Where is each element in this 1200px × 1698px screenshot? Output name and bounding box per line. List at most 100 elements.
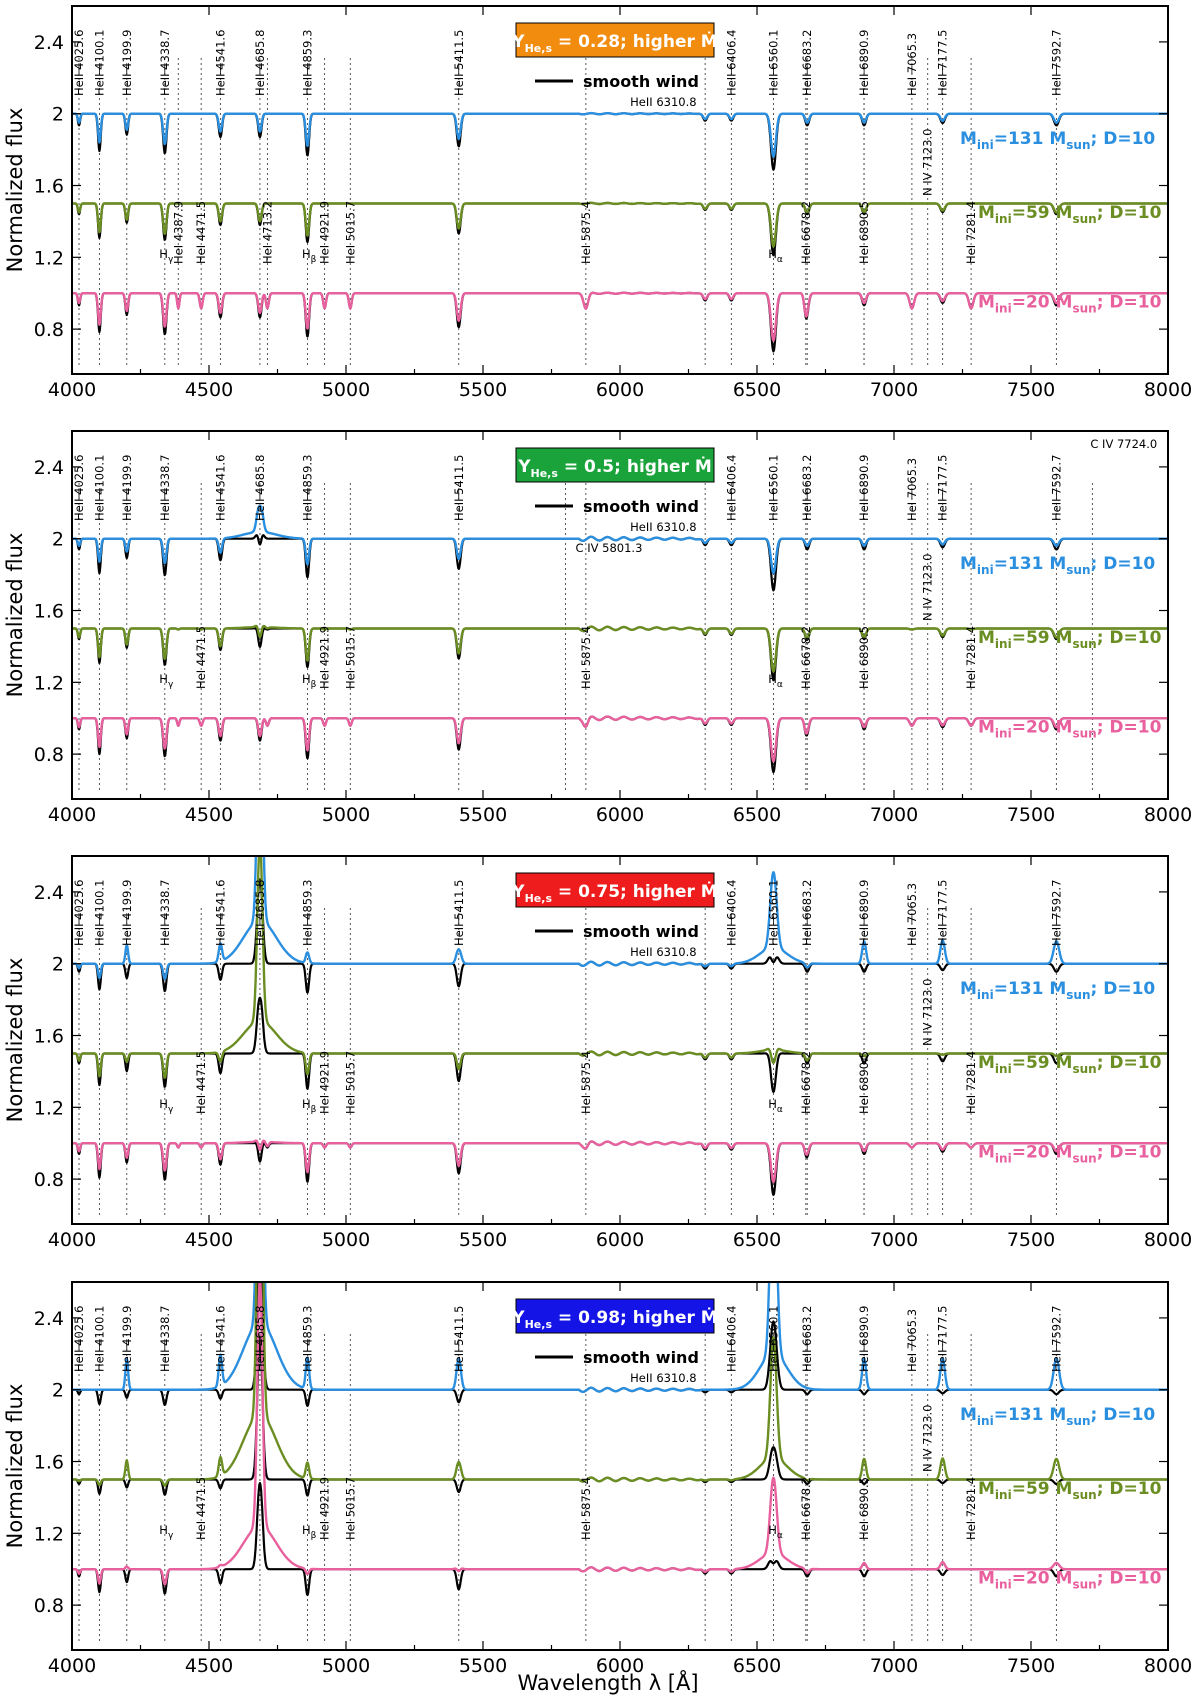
series-line-3 [72, 715, 1168, 763]
y-tick-label: 2 [52, 529, 64, 551]
line-id-label: HeII 6406.4 [724, 1306, 738, 1372]
line-id-label: HeI 5875.4 [579, 201, 593, 264]
line-id-label: HeII 6406.4 [724, 880, 738, 946]
plot-frame [71, 430, 1169, 800]
series-smooth-wind-2 [72, 201, 1168, 257]
curves [72, 504, 1168, 774]
x-tick-label: 4500 [185, 804, 233, 826]
line-id-label: HeI 4921.9 [318, 201, 332, 264]
line-id-label: HeI 6890.5 [857, 1477, 871, 1540]
y-tick-label: 0.8 [34, 319, 64, 341]
line-id-label: HeI 6678.2 [799, 201, 813, 264]
series-smooth-wind-2 [72, 625, 1168, 682]
line-id-label: HeII 5411.5 [452, 1306, 466, 1372]
line-id-label: HeII 4859.3 [300, 30, 314, 96]
balmer-label: Hα [768, 1523, 783, 1541]
line-id-label: HeI 7281.4 [964, 626, 978, 689]
line-id-label: HeI 4387.9 [171, 201, 185, 264]
line-id-label: HeI 6890.5 [857, 1051, 871, 1114]
legend-label: smooth wind [583, 1348, 699, 1367]
x-tick-label: 5000 [322, 1229, 370, 1251]
line-id-label: C IV 7724.0 [1090, 437, 1157, 451]
title-text: YHe,s = 0.75; higher Ṁ [511, 880, 717, 905]
x-tick-label: 4500 [185, 1655, 233, 1677]
y-axis-label: Normalized flux [3, 108, 27, 273]
x-tick-label: 4500 [185, 1229, 233, 1251]
line-id-label: HeII 6683.2 [800, 30, 814, 96]
line-id-label: HeI 7065.3 [905, 883, 919, 946]
x-tick-label: 6000 [596, 1229, 644, 1251]
balmer-label: Hβ [302, 1097, 317, 1115]
series-line-2 [72, 624, 1168, 673]
x-axis-label: Wavelength λ [Å] [517, 1669, 698, 1695]
line-id-label: HeII 6560.1 [766, 30, 780, 96]
line-id-label: HeII 7592.7 [1049, 455, 1063, 521]
line-id-label: HeI 5875.4 [579, 626, 593, 689]
line-id-label: HeII 4100.1 [92, 1306, 106, 1372]
line-id-label: HeII 5411.5 [452, 880, 466, 946]
line-id-label: HeI 4471.5 [194, 1477, 208, 1540]
line-id-label: HeI 7281.4 [964, 201, 978, 264]
series-line-2 [72, 856, 1168, 1079]
x-tick-label: 5500 [459, 379, 507, 401]
line-id-label: HeII 4541.6 [213, 880, 227, 946]
line-id-label: HeII 4685.8 [253, 30, 267, 96]
line-id-label: HeII 4859.3 [300, 880, 314, 946]
line-id-label: HeII 4685.8 [253, 1306, 267, 1372]
line-id-label: HeII 7592.7 [1049, 880, 1063, 946]
line-id-label: N IV 7123.0 [921, 554, 935, 621]
series-line-3 [72, 291, 1168, 342]
x-tick-label: 7500 [1007, 379, 1055, 401]
line-id-label: HeII 7177.5 [936, 880, 950, 946]
line-id-label: HeII 7592.7 [1049, 1306, 1063, 1372]
line-id-label: HeII 4541.6 [213, 455, 227, 521]
y-tick-label: 0.8 [34, 744, 64, 766]
series-label-3: Mini=20 Msun; D=10 [978, 1569, 1162, 1592]
line-id-label: HeII 6683.2 [800, 880, 814, 946]
x-tick-label: 8000 [1144, 379, 1192, 401]
x-tick-label: 5500 [459, 1229, 507, 1251]
y-tick-label: 2.4 [34, 1308, 64, 1330]
legend-label: smooth wind [583, 922, 699, 941]
plot-frame [71, 855, 1169, 1225]
series-line-3 [72, 1139, 1168, 1184]
series-label-3: Mini=20 Msun; D=10 [978, 1143, 1162, 1166]
line-id-label: HeII 6560.1 [766, 1306, 780, 1372]
line-id-label: HeII 4199.9 [120, 1306, 134, 1372]
x-tick-label: 6500 [733, 379, 781, 401]
line-id-label: HeII 4685.8 [253, 880, 267, 946]
line-id-label: HeII 4338.7 [158, 30, 172, 96]
line-id-label: HeII 4100.1 [92, 455, 106, 521]
series-label-3: Mini=20 Msun; D=10 [978, 718, 1162, 741]
line-identifications: HeII 4025.6 HeII 4100.1 HeII 4199.9 HeII 43… [72, 30, 1063, 265]
panel-4: 4000 4500 5000 5500 6000 6500 7000 7500 8000 0.8 1… [3, 1281, 1192, 1677]
line-id-label: HeII 5411.5 [452, 455, 466, 521]
x-tick-label: 7500 [1007, 804, 1055, 826]
series-line-2 [72, 201, 1168, 248]
guide-lines [78, 56, 1057, 366]
line-id-label: HeII 4199.9 [120, 880, 134, 946]
series-line-2 [72, 1282, 1168, 1487]
y-tick-label: 2 [52, 954, 64, 976]
line-id-label: HeI 7065.3 [905, 33, 919, 96]
legend-label: smooth wind [583, 497, 699, 516]
line-id-label: HeII 4338.7 [158, 455, 172, 521]
x-tick-label: 6500 [733, 1229, 781, 1251]
line-id-label: C IV 5801.3 [576, 541, 643, 555]
x-tick-label: 4000 [48, 1655, 96, 1677]
title-box [515, 447, 715, 483]
x-tick-label: 6500 [733, 1655, 781, 1677]
balmer-label: Hβ [302, 247, 317, 265]
x-tick-label: 8000 [1144, 1229, 1192, 1251]
series-line-1 [72, 504, 1168, 575]
y-tick-label: 1.6 [34, 1452, 64, 1474]
curves [72, 856, 1168, 1196]
line-id-label: HeI 4713.2 [260, 201, 274, 264]
line-id-label: HeII 4338.7 [158, 880, 172, 946]
line-id-label: HeII 6560.1 [766, 880, 780, 946]
line-id-label: HeI 7281.4 [964, 1477, 978, 1540]
line-id-label: HeII 6890.9 [857, 1306, 871, 1372]
line-id-label: HeII 6406.4 [724, 455, 738, 521]
line-id-label: N IV 7123.0 [921, 129, 935, 196]
